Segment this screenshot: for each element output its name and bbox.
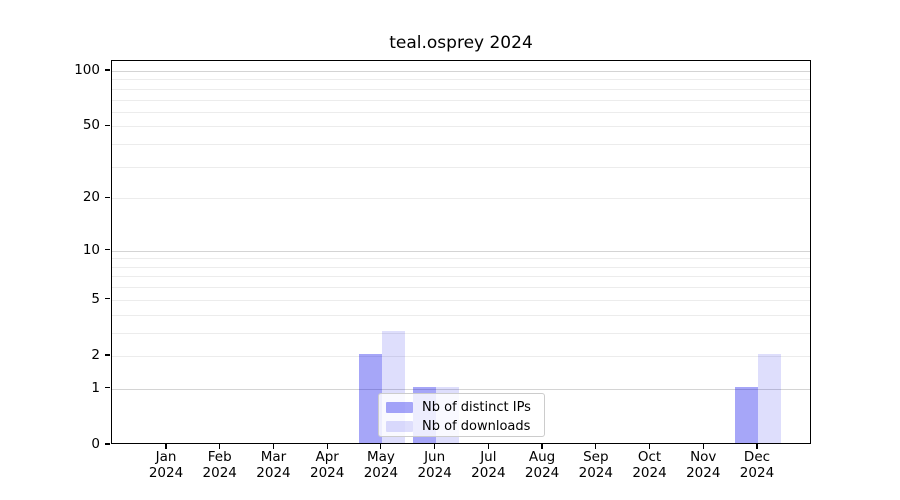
- legend-label-downloads: Nb of downloads: [422, 419, 531, 434]
- gridline-minor: [112, 198, 810, 200]
- legend-row-distinct-ips: Nb of distinct IPs: [386, 399, 544, 416]
- x-tick-label-oct: Oct 2024: [621, 449, 679, 481]
- gridline-minor: [112, 332, 810, 334]
- x-tick-label-mar: Mar 2024: [244, 449, 302, 481]
- x-tick-month: Aug: [528, 449, 556, 465]
- y-tick-mark: [105, 249, 110, 251]
- x-tick-label-jul: Jul 2024: [459, 449, 517, 481]
- bar-nb-of-distinct-ips-may: [358, 353, 382, 443]
- x-tick-year: 2024: [417, 464, 452, 481]
- gridline-minor: [112, 166, 810, 168]
- x-tick-mark: [272, 444, 275, 449]
- x-tick-mark: [595, 444, 597, 449]
- y-tick-label: 10: [82, 241, 100, 258]
- y-tick-label: 1: [91, 379, 100, 396]
- x-tick-mark: [702, 444, 704, 449]
- x-tick-label-sep: Sep 2024: [567, 449, 625, 481]
- x-tick-month: Oct: [637, 449, 662, 465]
- y-tick-mark: [105, 124, 110, 126]
- gridline-minor: [112, 287, 810, 289]
- plot-area: [111, 60, 811, 444]
- y-tick-label: 0: [91, 436, 100, 452]
- x-tick-year: 2024: [578, 464, 613, 481]
- x-tick-year: 2024: [202, 464, 237, 481]
- x-tick-mark: [648, 444, 651, 449]
- x-tick-month: Feb: [207, 449, 232, 465]
- x-tick-year: 2024: [471, 464, 506, 481]
- y-tick-label: 2: [91, 346, 100, 363]
- gridline-minor: [112, 144, 810, 146]
- legend-swatch-distinct-ips: [386, 402, 413, 413]
- gridline-minor: [112, 276, 810, 278]
- gridline-major: [112, 71, 810, 72]
- gridline-minor: [112, 266, 810, 268]
- x-tick-year: 2024: [148, 464, 184, 481]
- y-tick-mark: [105, 69, 110, 71]
- x-tick-month: Sep: [583, 449, 609, 465]
- x-tick-mark: [219, 444, 221, 449]
- y-tick-mark: [105, 354, 110, 356]
- gridline-minor: [112, 111, 810, 113]
- x-tick-mark: [380, 444, 382, 449]
- x-tick-mark: [756, 444, 758, 449]
- y-tick-label: 100: [74, 62, 100, 78]
- bar-nb-of-distinct-ips-dec: [734, 386, 758, 443]
- x-tick-month: Nov: [690, 449, 717, 465]
- legend: Nb of distinct IPs Nb of downloads: [378, 393, 545, 437]
- x-tick-label-jun: Jun 2024: [406, 449, 464, 481]
- x-tick-label-feb: Feb 2024: [191, 449, 249, 481]
- legend-row-downloads: Nb of downloads: [386, 418, 544, 435]
- x-tick-year: 2024: [309, 464, 345, 481]
- x-tick-year: 2024: [256, 464, 291, 481]
- x-tick-mark: [165, 444, 167, 449]
- gridline-minor: [112, 355, 810, 357]
- gridline-minor: [112, 314, 810, 316]
- bar-nb-of-downloads-dec: [757, 353, 781, 443]
- x-tick-month: Apr: [315, 449, 339, 465]
- y-tick-label: 50: [82, 117, 100, 134]
- x-tick-mark: [326, 444, 328, 449]
- x-tick-year: 2024: [686, 464, 721, 481]
- x-tick-year: 2024: [632, 464, 667, 481]
- gridline-minor: [112, 99, 810, 101]
- x-tick-label-dec: Dec 2024: [728, 449, 786, 481]
- gridline-major: [112, 250, 810, 252]
- x-tick-year: 2024: [524, 464, 560, 481]
- legend-swatch-downloads: [386, 421, 413, 432]
- x-tick-label-aug: Aug 2024: [513, 449, 571, 481]
- x-tick-label-jan: Jan 2024: [137, 449, 195, 481]
- chart-title: teal.osprey 2024: [389, 33, 533, 53]
- x-tick-mark: [541, 444, 543, 449]
- gridline-minor: [112, 79, 810, 81]
- y-tick-mark: [105, 443, 110, 445]
- y-tick-mark: [105, 387, 110, 389]
- x-tick-mark: [434, 444, 436, 449]
- x-tick-label-apr: Apr 2024: [298, 449, 356, 481]
- x-tick-label-may: May 2024: [352, 449, 410, 481]
- y-tick-label: 20: [82, 189, 100, 206]
- legend-label-distinct-ips: Nb of distinct IPs: [422, 400, 531, 415]
- gridline-minor: [112, 126, 810, 128]
- x-tick-month: Mar: [260, 449, 287, 465]
- x-tick-month: Dec: [743, 449, 771, 465]
- x-tick-label-nov: Nov 2024: [674, 449, 732, 481]
- x-tick-month: May: [366, 449, 395, 465]
- gridline-minor: [112, 258, 810, 260]
- y-tick-mark: [105, 298, 110, 300]
- x-tick-month: Jun: [424, 449, 446, 465]
- gridline-major: [112, 388, 810, 390]
- gridline-minor: [112, 88, 810, 90]
- x-tick-mark: [487, 444, 489, 449]
- x-tick-year: 2024: [363, 464, 399, 481]
- y-tick-label: 5: [91, 290, 100, 307]
- x-tick-year: 2024: [739, 464, 775, 481]
- y-tick-mark: [105, 196, 110, 198]
- gridline-minor: [112, 299, 810, 301]
- x-tick-month: Jul: [480, 449, 497, 465]
- x-tick-month: Jan: [155, 449, 177, 465]
